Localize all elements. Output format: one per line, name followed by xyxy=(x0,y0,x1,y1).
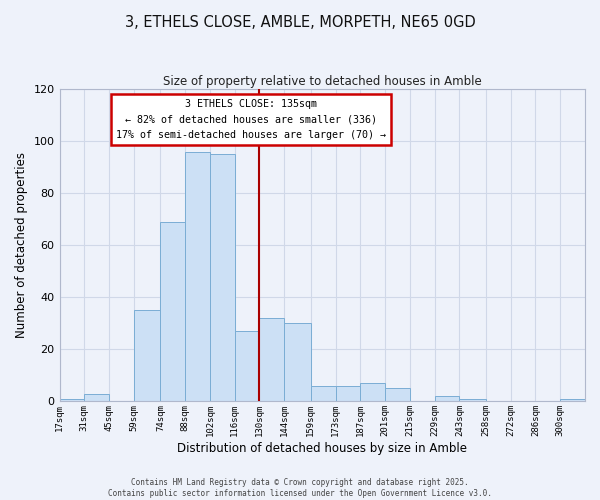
Bar xyxy=(335,386,361,402)
Bar xyxy=(235,331,259,402)
Y-axis label: Number of detached properties: Number of detached properties xyxy=(15,152,28,338)
Bar xyxy=(59,399,85,402)
Bar xyxy=(385,388,410,402)
Text: 3 ETHELS CLOSE: 135sqm
← 82% of detached houses are smaller (336)
17% of semi-de: 3 ETHELS CLOSE: 135sqm ← 82% of detached… xyxy=(116,98,386,140)
Bar xyxy=(560,399,585,402)
Text: Contains HM Land Registry data © Crown copyright and database right 2025.
Contai: Contains HM Land Registry data © Crown c… xyxy=(108,478,492,498)
Bar xyxy=(185,152,210,402)
Text: 3, ETHELS CLOSE, AMBLE, MORPETH, NE65 0GD: 3, ETHELS CLOSE, AMBLE, MORPETH, NE65 0G… xyxy=(125,15,475,30)
Bar xyxy=(460,399,486,402)
Bar xyxy=(361,383,385,402)
X-axis label: Distribution of detached houses by size in Amble: Distribution of detached houses by size … xyxy=(177,442,467,455)
Bar xyxy=(210,154,235,402)
Bar xyxy=(85,394,109,402)
Bar xyxy=(434,396,460,402)
Bar xyxy=(284,324,311,402)
Bar xyxy=(160,222,185,402)
Bar xyxy=(134,310,160,402)
Bar xyxy=(259,318,284,402)
Bar xyxy=(311,386,335,402)
Title: Size of property relative to detached houses in Amble: Size of property relative to detached ho… xyxy=(163,75,482,88)
